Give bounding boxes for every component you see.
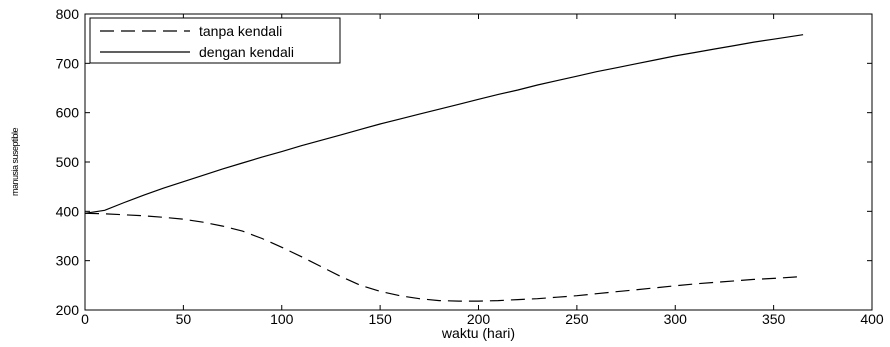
x-tick-label: 100 — [270, 311, 294, 327]
y-tick-label: 200 — [56, 302, 80, 318]
x-tick-label: 300 — [664, 311, 688, 327]
y-tick-label: 800 — [56, 6, 80, 22]
x-tick-label: 150 — [368, 311, 392, 327]
x-tick-label: 0 — [81, 311, 89, 327]
x-axis-label: waktu (hari) — [441, 325, 515, 341]
x-tick-label: 250 — [565, 311, 589, 327]
legend-label: tanpa kendali — [199, 23, 282, 39]
x-tick-label: 400 — [860, 311, 884, 327]
legend-label: dengan kendali — [199, 44, 294, 60]
y-tick-label: 300 — [56, 253, 80, 269]
y-tick-label: 500 — [56, 154, 80, 170]
x-tick-label: 50 — [176, 311, 192, 327]
y-tick-label: 400 — [56, 203, 80, 219]
y-tick-label: 700 — [56, 55, 80, 71]
x-tick-label: 350 — [762, 311, 786, 327]
y-axis-label: manusia suseptible — [10, 127, 20, 196]
y-tick-label: 600 — [56, 105, 80, 121]
